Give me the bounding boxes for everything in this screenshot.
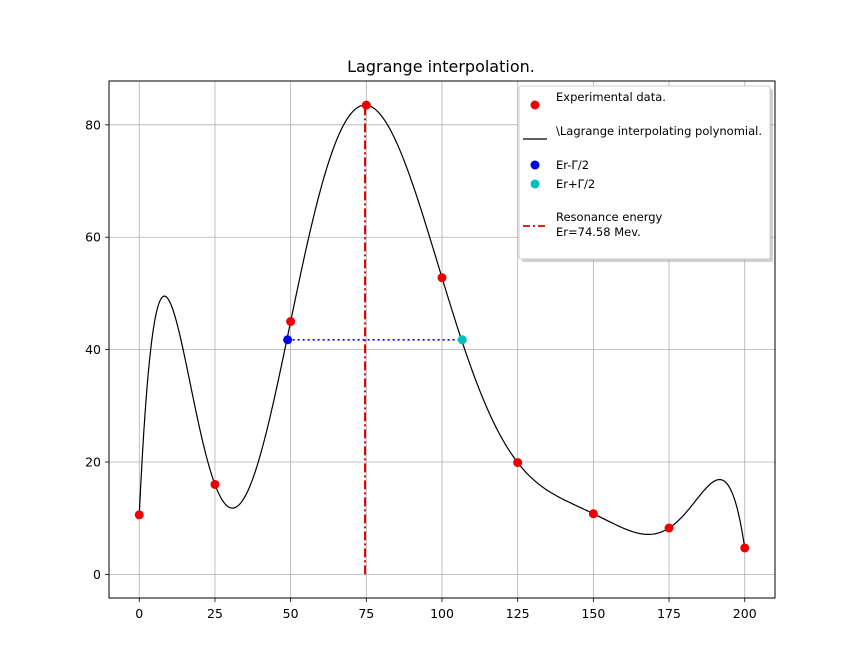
legend-label-resonance-line1: Resonance energy bbox=[556, 210, 663, 224]
x-tick-label: 0 bbox=[135, 606, 143, 621]
x-tick-label: 75 bbox=[358, 606, 374, 621]
plot-area bbox=[134, 100, 750, 575]
y-tick-label: 80 bbox=[85, 117, 101, 132]
x-tick-label: 150 bbox=[581, 606, 605, 621]
experimental-point bbox=[664, 523, 674, 533]
experimental-point bbox=[286, 317, 296, 327]
legend-label-polynomial: \Lagrange interpolating polynomial. bbox=[556, 124, 762, 138]
x-tick-label: 175 bbox=[657, 606, 681, 621]
y-tick-label: 0 bbox=[93, 567, 101, 582]
y-axis: 0 20 40 60 80 bbox=[85, 117, 109, 582]
half-width-high-point bbox=[457, 335, 467, 345]
experimental-point bbox=[437, 273, 447, 283]
experimental-point bbox=[210, 479, 220, 489]
x-tick-label: 50 bbox=[283, 606, 299, 621]
x-tick-label: 125 bbox=[506, 606, 530, 621]
chart-title: Lagrange interpolation. bbox=[347, 57, 535, 76]
y-tick-label: 40 bbox=[85, 342, 101, 357]
x-tick-label: 25 bbox=[207, 606, 223, 621]
y-tick-label: 60 bbox=[85, 230, 101, 245]
legend-marker-experimental bbox=[530, 100, 540, 110]
legend: Experimental data. \Lagrange interpolati… bbox=[518, 85, 773, 262]
legend-label-half-width-low: Er-Γ/2 bbox=[556, 158, 589, 172]
half-width-low-point bbox=[283, 335, 293, 345]
experimental-point bbox=[740, 543, 750, 553]
experimental-point bbox=[134, 510, 144, 520]
y-tick-label: 20 bbox=[85, 455, 101, 470]
x-tick-label: 200 bbox=[733, 606, 757, 621]
legend-marker-half-width-high bbox=[530, 179, 540, 189]
legend-label-experimental: Experimental data. bbox=[556, 90, 666, 104]
x-tick-label: 100 bbox=[430, 606, 454, 621]
x-axis: 0 25 50 75 100 125 150 175 200 bbox=[135, 598, 757, 621]
legend-marker-half-width-low bbox=[530, 160, 540, 170]
legend-label-resonance-line2: Er=74.58 Mev. bbox=[556, 225, 641, 239]
experimental-point bbox=[361, 100, 371, 110]
experimental-point bbox=[588, 509, 598, 519]
experimental-point bbox=[513, 458, 523, 468]
legend-label-half-width-high: Er+Γ/2 bbox=[556, 177, 595, 191]
plot-frame bbox=[108, 80, 776, 599]
